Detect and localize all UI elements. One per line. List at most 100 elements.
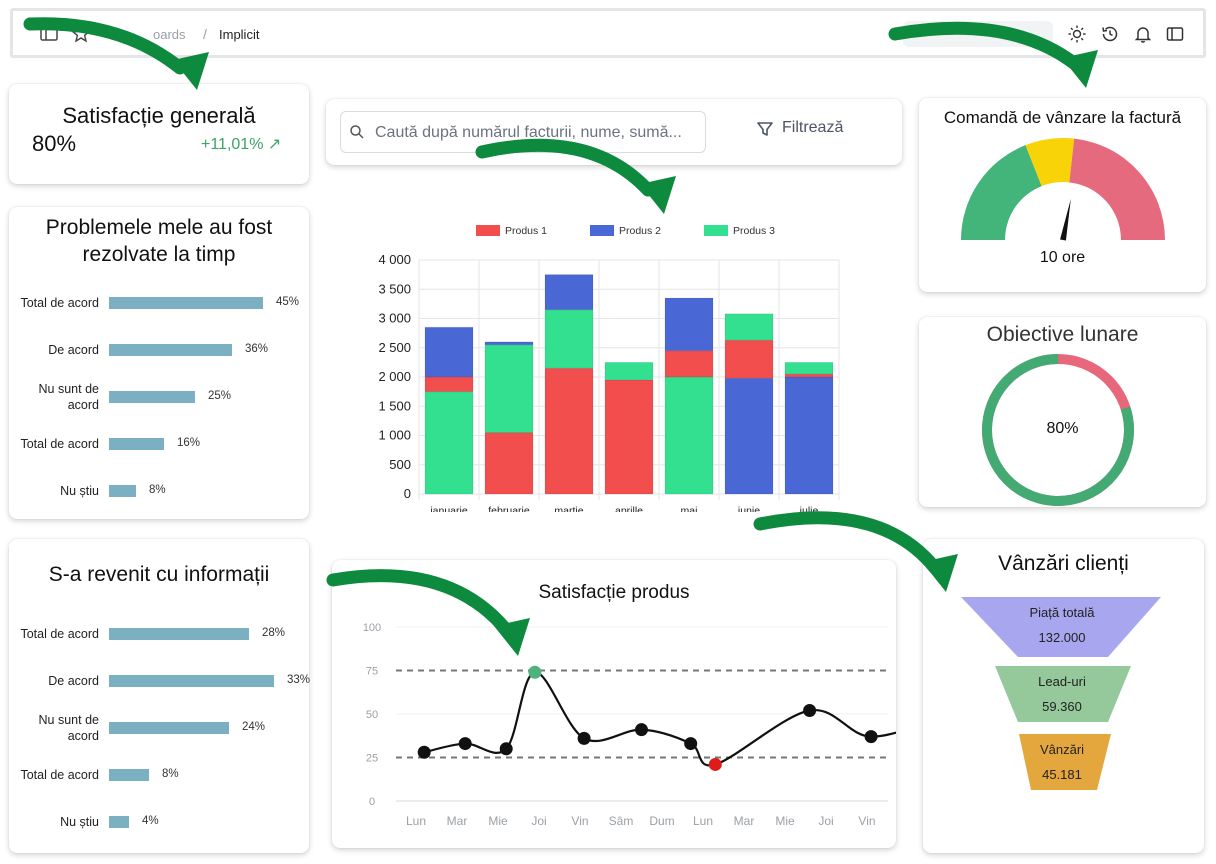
data-point [528, 665, 542, 679]
bar-segment [724, 313, 774, 341]
legend-label: Produs 1 [505, 225, 547, 237]
star-icon[interactable] [71, 24, 91, 44]
line-chart-card: Satisfacție produs 0 25 50 75 100 Lun Mar Mie Jo… [332, 560, 896, 848]
legend-swatch [590, 225, 614, 236]
x-tick-label: Sâm [609, 814, 634, 828]
search-placeholder: Caută după numărul facturii, nume, sumă.… [375, 124, 682, 141]
panel-icon[interactable] [1165, 24, 1185, 44]
bar-row-label: Nu sunt de acord [38, 382, 99, 412]
invoice-search-input[interactable]: Caută după numărul facturii, nume, sumă.… [340, 111, 706, 153]
gauge-needle [1060, 198, 1071, 241]
data-point [417, 745, 431, 759]
x-tick-label: iunie [738, 505, 760, 512]
bar-row-label: Total de acord [20, 437, 99, 451]
satisfaction-title: Satisfacție generală [62, 103, 256, 128]
x-tick-label: Lun [406, 814, 426, 828]
search-icon [350, 125, 364, 139]
satisfaction-card: Satisfacție generală 80% +11,01% ↗ [9, 84, 309, 184]
gauge-segment [1069, 138, 1165, 240]
filter-button[interactable]: Filtrează [756, 119, 843, 137]
bar-segment [544, 274, 594, 311]
funnel-stage-value: 132.000 [1038, 630, 1086, 645]
x-tick-label: aprille [615, 505, 643, 512]
bar-row-percent: 36% [245, 343, 269, 355]
bar-row-bar [109, 297, 263, 309]
x-tick-label: Joi [818, 814, 833, 828]
data-point [864, 730, 878, 744]
sidebar-icon[interactable] [39, 24, 59, 44]
bar-segment [784, 376, 834, 495]
history-icon[interactable] [1100, 24, 1120, 44]
bar-row-bar [109, 344, 232, 356]
funnel-stage [995, 666, 1131, 722]
bar-segment [544, 367, 594, 495]
y-tick-label: 100 [363, 622, 381, 634]
x-tick-label: Mie [775, 814, 795, 828]
y-tick-label: 1 000 [378, 428, 411, 443]
bar-segment [424, 376, 474, 393]
x-tick-label: Mar [734, 814, 755, 828]
gauge-value: 10 ore [1039, 249, 1086, 266]
bar-row-label: Nu sunt de acord [38, 713, 99, 743]
filter-label: Filtrează [782, 119, 844, 136]
bar-segment [724, 377, 774, 495]
x-tick-label: Lun [693, 814, 713, 828]
bar-segment [484, 432, 534, 495]
bar-segment [784, 361, 834, 375]
filter-icon [757, 122, 773, 136]
sun-icon[interactable] [1067, 24, 1087, 44]
x-tick-label: ianuarie [430, 505, 468, 512]
bar-row-bar [109, 628, 249, 640]
bar-segment [484, 341, 534, 346]
x-tick-label: Mar [447, 814, 468, 828]
problems-title-line1: Problemele mele au fost [45, 216, 273, 239]
bar-segment [664, 376, 714, 495]
bar-segment [604, 379, 654, 495]
bar-row-label: Total de acord [20, 768, 99, 782]
bar-segment [424, 326, 474, 378]
data-point [684, 737, 698, 751]
y-tick-label: 0 [404, 486, 411, 501]
stacked-bar-chart: 0 500 1 000 1 500 2 000 2 500 3 000 3 500 4 000 P… [378, 225, 840, 512]
info-title: S-a revenit cu informații [48, 563, 270, 586]
line-chart: 0 25 50 75 100 Lun Mar Mie Joi Vin Sâm Dum Lun Mar Mie… [363, 622, 896, 828]
x-tick-label: februarie [488, 505, 530, 512]
bar-row-bar [109, 485, 136, 497]
bar-row-label: Nu știu [60, 484, 99, 498]
funnel-stage-value: 45.181 [1042, 767, 1082, 782]
x-tick-label: Mie [488, 814, 508, 828]
search-card: Caută după numărul facturii, nume, sumă.… [326, 99, 902, 165]
y-tick-label: 50 [366, 709, 378, 721]
bar-row-bar [109, 438, 164, 450]
problems-title-line2: rezolvate la timp [82, 243, 236, 266]
gauge-segment [961, 145, 1042, 240]
funnel-chart [961, 597, 1161, 790]
bar-segment [544, 309, 594, 369]
breadcrumb-dashboards[interactable]: oards [153, 27, 186, 42]
objectives-value: 80% [1046, 420, 1079, 437]
bell-icon[interactable] [1133, 24, 1153, 44]
legend-swatch [476, 225, 500, 236]
bar-row-bar [109, 722, 229, 734]
y-tick-label: 2 000 [378, 369, 411, 384]
series-line [423, 671, 896, 767]
y-tick-label: 25 [366, 753, 378, 765]
data-point [803, 704, 817, 718]
gauge-card: Comandă de vânzare la factură 10 ore [919, 98, 1206, 292]
y-tick-label: 0 [369, 796, 375, 808]
bar-row-bar [109, 675, 274, 687]
objectives-donut [982, 354, 1134, 506]
bar-row-percent: 25% [208, 390, 232, 402]
data-point [577, 731, 591, 745]
gauge-title: Comandă de vânzare la factură [943, 108, 1182, 127]
funnel-stage-label: Vânzări [1039, 742, 1085, 757]
y-tick-label: 500 [389, 457, 411, 472]
bar-row-label: Nu știu [60, 815, 99, 829]
funnel-card: Vânzări clienți Piață totală 132.000 Lead-… [923, 539, 1204, 853]
bar-row-label: De acord [48, 674, 99, 688]
bar-row-percent: 8% [149, 484, 166, 496]
legend-label: Produs 2 [619, 225, 661, 237]
y-tick-label: 75 [366, 666, 378, 678]
top-search-input[interactable] [903, 21, 1053, 47]
satisfaction-value: 80% [32, 131, 77, 156]
